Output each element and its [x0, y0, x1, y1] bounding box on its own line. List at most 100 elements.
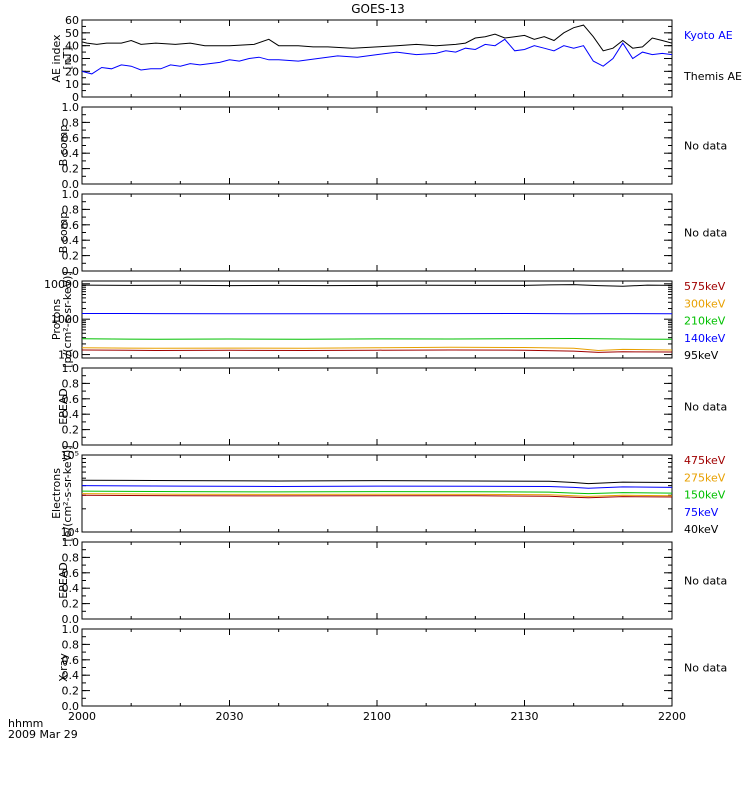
legend-entry: 75keV: [684, 506, 719, 519]
y-tick-label: 0.8: [62, 203, 80, 216]
x-tick-label: 2000: [68, 710, 96, 723]
y-tick-label: 60: [65, 14, 79, 27]
y-tick-label: 0.2: [62, 424, 80, 437]
x-tick-label: 2130: [511, 710, 539, 723]
y-tick-label: 1.0: [62, 536, 80, 549]
no-data-label: No data: [684, 140, 727, 153]
legend-entry: Themis AE: [683, 70, 742, 83]
y-tick-label: 0.6: [62, 567, 80, 580]
y-tick-label: 1.0: [62, 623, 80, 636]
panel-frame: [81, 541, 673, 620]
legend-entry: 140keV: [684, 332, 726, 345]
y-axis-label: AE index: [50, 34, 63, 83]
panel-5: 0.0 0.2 0.4 0.6 0.8 1.0 EPEAD No data: [57, 362, 727, 452]
y-tick-label: 0.6: [62, 132, 80, 145]
series-line-150kev: [82, 490, 672, 495]
legend-entry: 150keV: [684, 489, 726, 502]
panel-4: 100 1000 10000 Protons[p/(cm²-s-sr-keV)] 575…: [44, 271, 726, 368]
legend-entry: 210keV: [684, 315, 726, 328]
y-tick-label: 0.2: [62, 685, 80, 698]
y-axis-label: X-ray: [57, 653, 70, 682]
y-tick-label: 1.0: [62, 188, 80, 201]
y-tick-label: 0: [72, 91, 79, 104]
x-tick-label: 2200: [658, 710, 686, 723]
y-tick-label: 10⁴: [61, 526, 80, 539]
legend-entry: Kyoto AE: [684, 29, 733, 42]
x-tick-label: 2100: [363, 710, 391, 723]
y-tick-label: 0.2: [62, 598, 80, 611]
y-tick-label: 0.4: [62, 147, 80, 160]
y-tick-label: 1.0: [62, 101, 80, 114]
series-line-575kev: [82, 349, 672, 353]
series-line-95kev: [82, 284, 672, 287]
y-tick-label: 0.4: [62, 234, 80, 247]
series-line-300kev: [82, 346, 672, 352]
y-tick-label: 0.4: [62, 582, 80, 595]
y-tick-label: 0.8: [62, 116, 80, 129]
y-tick-label: 30: [65, 53, 79, 66]
legend-entry: 575keV: [684, 280, 726, 293]
y-axis-label: Electrons: [50, 468, 63, 519]
y-tick-label: 0.0: [62, 265, 80, 278]
series-line-themis-ae: [82, 24, 672, 52]
panel-frame: [81, 628, 673, 707]
time-unit-label: hhmm: [8, 717, 43, 730]
y-axis-label: B comp: [57, 125, 70, 167]
y-tick-label: 0.6: [62, 219, 80, 232]
panel-frame: [81, 367, 673, 446]
y-tick-label: 0.8: [62, 638, 80, 651]
y-axis-unit-label: [p/(cm²-s-sr-keV)]: [61, 271, 74, 368]
panel-frame: [81, 280, 673, 359]
y-tick-label: 0.0: [62, 439, 80, 452]
series-line-275kev: [82, 493, 672, 497]
date-label: 2009 Mar 29: [8, 728, 78, 741]
y-tick-label: 1000: [51, 313, 79, 326]
y-tick-label: 10: [65, 78, 79, 91]
panel-7: 0.0 0.2 0.4 0.6 0.8 1.0 EPEAD No data: [57, 536, 727, 626]
series-line-210kev: [82, 337, 672, 340]
y-tick-label: 0.6: [62, 393, 80, 406]
no-data-label: No data: [684, 662, 727, 675]
x-tick-label: 2030: [216, 710, 244, 723]
y-tick-label: 40: [65, 40, 79, 53]
y-axis-label: Protons: [50, 299, 63, 340]
legend-entry: 300keV: [684, 297, 726, 310]
y-tick-label: 0.8: [62, 551, 80, 564]
y-tick-label: 0.0: [62, 178, 80, 191]
no-data-label: No data: [684, 401, 727, 414]
y-tick-label: 0.4: [62, 408, 80, 421]
y-tick-label: 20: [65, 65, 79, 78]
legend-entry: 275keV: [684, 471, 726, 484]
panel-frame: [81, 106, 673, 185]
y-tick-label: 0.2: [62, 163, 80, 176]
panel-6: 10⁴ 10⁵ Electrons[e/(cm²-s-sr-keV)] 475keV 2…: [50, 445, 726, 541]
panel-8: 0.0 0.2 0.4 0.6 0.8 1.0 X-ray No data: [57, 623, 727, 713]
series-line-75kev: [82, 485, 672, 489]
y-axis-unit-label: [e/(cm²-s-sr-keV)]: [61, 445, 74, 541]
y-tick-label: 0.4: [62, 669, 80, 682]
y-tick-label: 100: [58, 349, 79, 362]
time-axis: hhmm 2009 Mar 29 2000 2030 2100 2130 2200: [8, 710, 686, 741]
y-tick-label: 0.0: [62, 613, 80, 626]
panel-2: 0.0 0.2 0.4 0.6 0.8 1.0 B comp No data: [57, 101, 727, 191]
series-line-kyoto-ae: [82, 38, 672, 75]
panel-3: 0.0 0.2 0.4 0.6 0.8 1.0 B comp No data: [57, 188, 727, 278]
panel-frame: [81, 193, 673, 272]
y-tick-label: 0.6: [62, 654, 80, 667]
no-data-label: No data: [684, 227, 727, 240]
y-axis-label: EPEAD: [57, 388, 70, 425]
series-line-40kev: [82, 479, 672, 485]
y-axis-unit-label: [nT]: [61, 47, 74, 69]
y-tick-label: 0.8: [62, 377, 80, 390]
panel-frame: [81, 19, 673, 98]
y-tick-label: 0.0: [62, 700, 80, 713]
y-tick-label: 0.2: [62, 250, 80, 263]
y-tick-label: 1.0: [62, 362, 80, 375]
plot-title: GOES-13: [351, 2, 405, 16]
y-axis-label: B comp: [57, 212, 70, 254]
series-line-475kev: [82, 494, 672, 499]
no-data-label: No data: [684, 575, 727, 588]
